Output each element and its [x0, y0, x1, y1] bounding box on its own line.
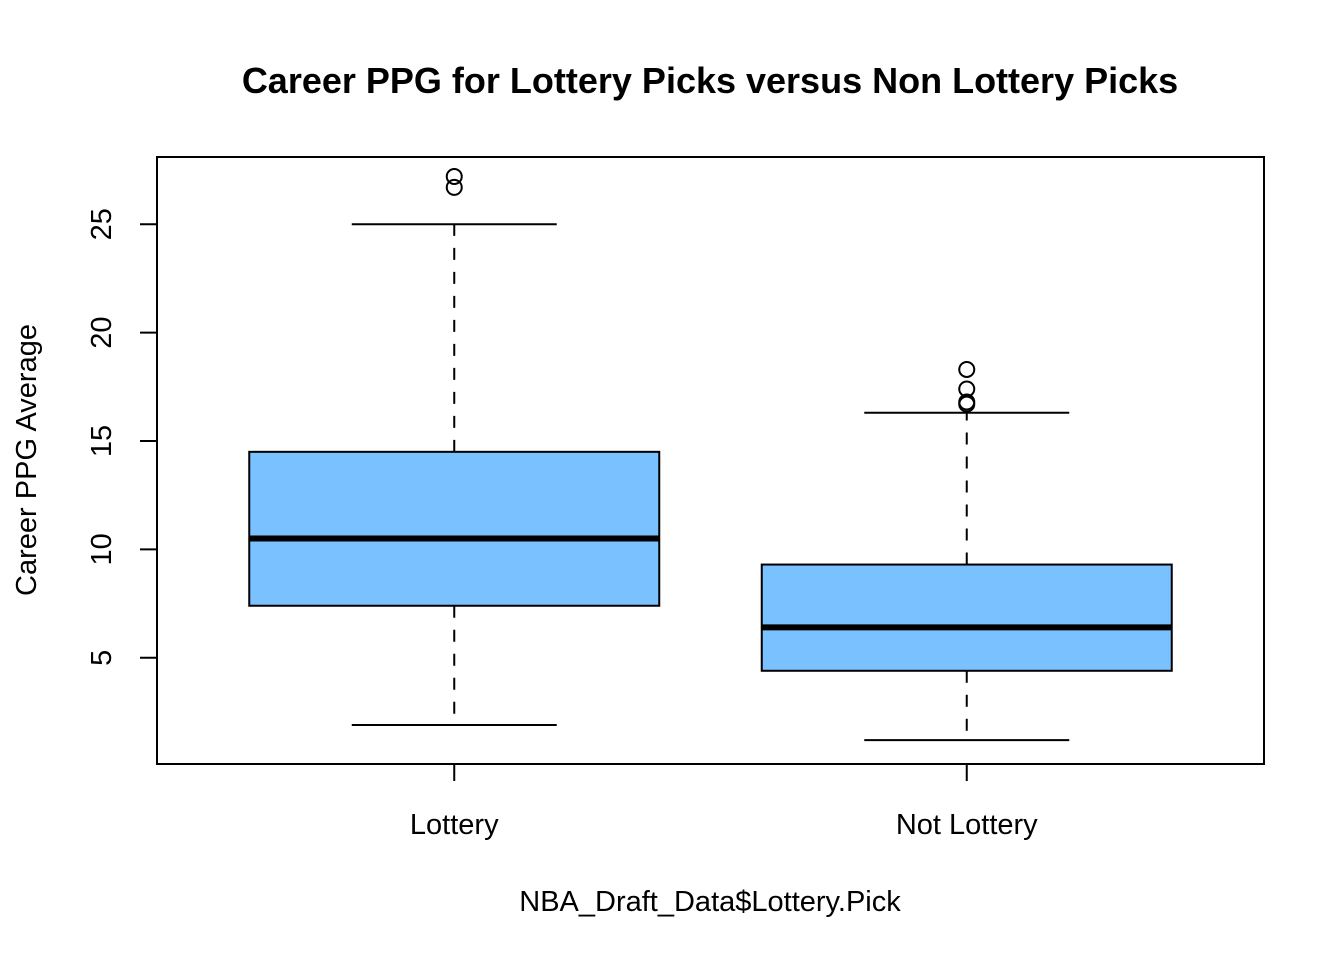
x-axis-label: NBA_Draft_Data$Lottery.Pick — [519, 886, 901, 918]
box-lottery — [248, 168, 661, 726]
box-not-lottery — [760, 360, 1173, 742]
x-tick-label: Not Lottery — [896, 809, 1038, 841]
outlier-point — [445, 168, 463, 186]
x-axis: Lottery Not Lottery — [410, 764, 1038, 841]
iqr-box — [248, 450, 661, 607]
box-series — [248, 168, 1173, 742]
chart-title: Career PPG for Lottery Picks versus Non … — [242, 60, 1178, 101]
x-tick-label: Lottery — [410, 809, 499, 841]
y-tick-label: 20 — [86, 316, 118, 348]
outlier-point — [958, 360, 976, 378]
y-axis-label: Career PPG Average — [11, 324, 43, 596]
y-tick-label: 25 — [86, 208, 118, 240]
y-tick-label: 5 — [86, 650, 118, 666]
outlier-point — [958, 393, 976, 411]
iqr-box — [760, 563, 1173, 672]
outlier-point — [958, 380, 976, 398]
y-tick-label: 15 — [86, 425, 118, 457]
y-axis: 5 10 15 20 25 — [86, 208, 158, 666]
y-tick-label: 10 — [86, 533, 118, 565]
outlier-point — [445, 178, 463, 196]
